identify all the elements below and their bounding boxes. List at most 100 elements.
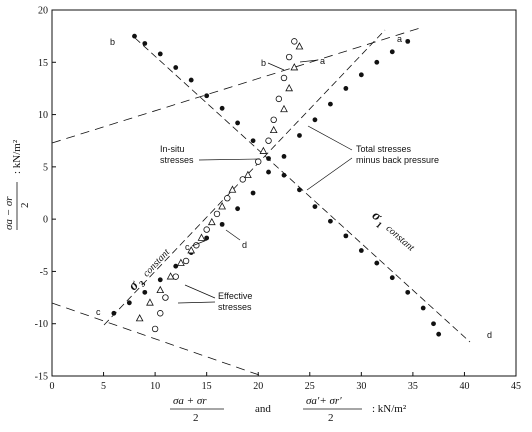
data-point-filled-circle (111, 310, 117, 316)
data-point-filled-circle (405, 38, 411, 44)
label-d-eff: d (242, 240, 247, 250)
upper-failure-envelope (51, 27, 421, 144)
data-point-triangle (228, 185, 237, 193)
x-axis-ticks: 0 5 10 15 20 25 30 35 40 45 (50, 372, 521, 392)
svg-text:σa − σr: σa − σr (3, 196, 15, 230)
data-point-triangle (187, 246, 196, 254)
x-tick-label: 20 (253, 381, 263, 392)
effective-label-2: stresses (218, 302, 252, 312)
data-point-filled-circle (173, 263, 179, 269)
data-point-triangle (269, 125, 278, 134)
data-point-triangle (295, 42, 304, 50)
data-point-filled-circle (436, 331, 442, 337)
c-eff-pointer (191, 239, 208, 247)
data-point-triangle (166, 272, 175, 280)
label-b-top: b (110, 37, 115, 47)
label-c-low: c (96, 307, 101, 317)
total-pointer-1 (307, 125, 353, 151)
y-tick-label: -15 (35, 372, 48, 383)
data-point-filled-circle (389, 49, 395, 55)
data-point-filled-circle (204, 235, 210, 241)
data-point-filled-circle (266, 156, 271, 161)
label-c-eff: c (185, 242, 190, 252)
x-tick-label: 45 (511, 381, 521, 392)
insitu-pointer (198, 158, 261, 161)
total-label-1: Total stresses (356, 144, 412, 154)
data-point-triangle (207, 217, 216, 226)
data-point-filled-circle (358, 248, 364, 253)
total-pointer-2 (306, 157, 353, 191)
data-point-filled-circle (420, 305, 426, 311)
data-point-triangle (280, 104, 288, 113)
data-point-filled-circle (281, 154, 287, 159)
data-point-filled-circle (374, 260, 380, 266)
data-point-triangle (259, 146, 268, 154)
data-point-triangle (290, 63, 299, 71)
svg-text:2: 2 (328, 412, 334, 424)
x-tick-label: 15 (202, 381, 212, 392)
data-point-filled-circle (204, 93, 210, 99)
data-point-filled-circle (188, 77, 194, 83)
x-tick-label: 25 (305, 381, 315, 392)
data-point-filled-circle (157, 51, 163, 57)
annotations: In-situ stresses Total stresses minus ba… (96, 34, 492, 340)
data-point-filled-circle (328, 218, 333, 224)
y-tick-label: 0 (43, 215, 48, 226)
effective-pointer-1 (184, 284, 216, 299)
data-point-open-circle (162, 294, 169, 301)
guide-lines (51, 27, 471, 377)
data-point-open-circle (213, 210, 221, 218)
data-point-open-circle (157, 310, 164, 317)
data-point-open-circle (270, 116, 277, 123)
y-tick-label: 15 (38, 58, 48, 69)
data-point-filled-circle (142, 289, 148, 295)
a-eff-pointer (299, 59, 319, 63)
data-point-filled-circle (312, 204, 318, 209)
data-point-triangle (135, 314, 144, 322)
svg-text:2: 2 (19, 203, 31, 209)
data-point-filled-circle (250, 138, 256, 144)
x-tick-label: 30 (356, 381, 366, 392)
data-point-open-circle (291, 38, 298, 45)
y-axis-label: σa − σr 2 : kN/m² (3, 139, 31, 230)
data-point-filled-circle (312, 117, 318, 123)
y-axis-ticks: 20 15 10 5 0 -5 -10 -15 (35, 6, 56, 383)
annotation-pointers (177, 59, 353, 304)
insitu-label-1: In-situ (160, 144, 185, 154)
data-point-open-circle (285, 53, 293, 61)
label-a-eff: a (320, 56, 325, 66)
x-tick-label: 5 (101, 381, 106, 392)
data-point-filled-circle (358, 72, 364, 78)
data-point-filled-circle (173, 65, 179, 70)
sigma1-constant-line (134, 37, 471, 343)
x-tick-label: 35 (408, 381, 418, 392)
svg-text:: kN/m²: : kN/m² (372, 403, 407, 415)
data-point-filled-circle (266, 169, 271, 175)
b-eff-pointer (267, 62, 285, 71)
x-axis-label: σa + σr 2 and σa′+ σr′ 2 : kN/m² (170, 395, 407, 424)
svg-text:3: 3 (137, 278, 148, 288)
data-point-open-circle (182, 257, 190, 265)
data-point-filled-circle (343, 86, 349, 91)
data-point-open-circle (151, 325, 159, 333)
svg-text:1: 1 (374, 220, 384, 231)
plot-frame (51, 9, 517, 377)
data-point-filled-circle (250, 190, 256, 196)
data-point-open-circle (224, 195, 231, 202)
total-label-2: minus back pressure (356, 155, 439, 165)
data-point-filled-circle (281, 172, 287, 178)
data-point-filled-circle (374, 59, 380, 65)
data-point-triangle (156, 285, 165, 294)
x-tick-label: 10 (150, 381, 160, 392)
y-tick-label: 20 (38, 6, 48, 17)
y-tick-label: -5 (40, 267, 48, 278)
data-point-filled-circle (431, 321, 436, 327)
data-points (111, 33, 442, 337)
data-point-filled-circle (219, 105, 225, 111)
label-a-top: a (397, 34, 402, 44)
data-point-open-circle (255, 158, 262, 165)
svg-text:constant: constant (384, 223, 417, 254)
data-point-open-circle (275, 95, 283, 103)
data-point-filled-circle (219, 221, 225, 227)
